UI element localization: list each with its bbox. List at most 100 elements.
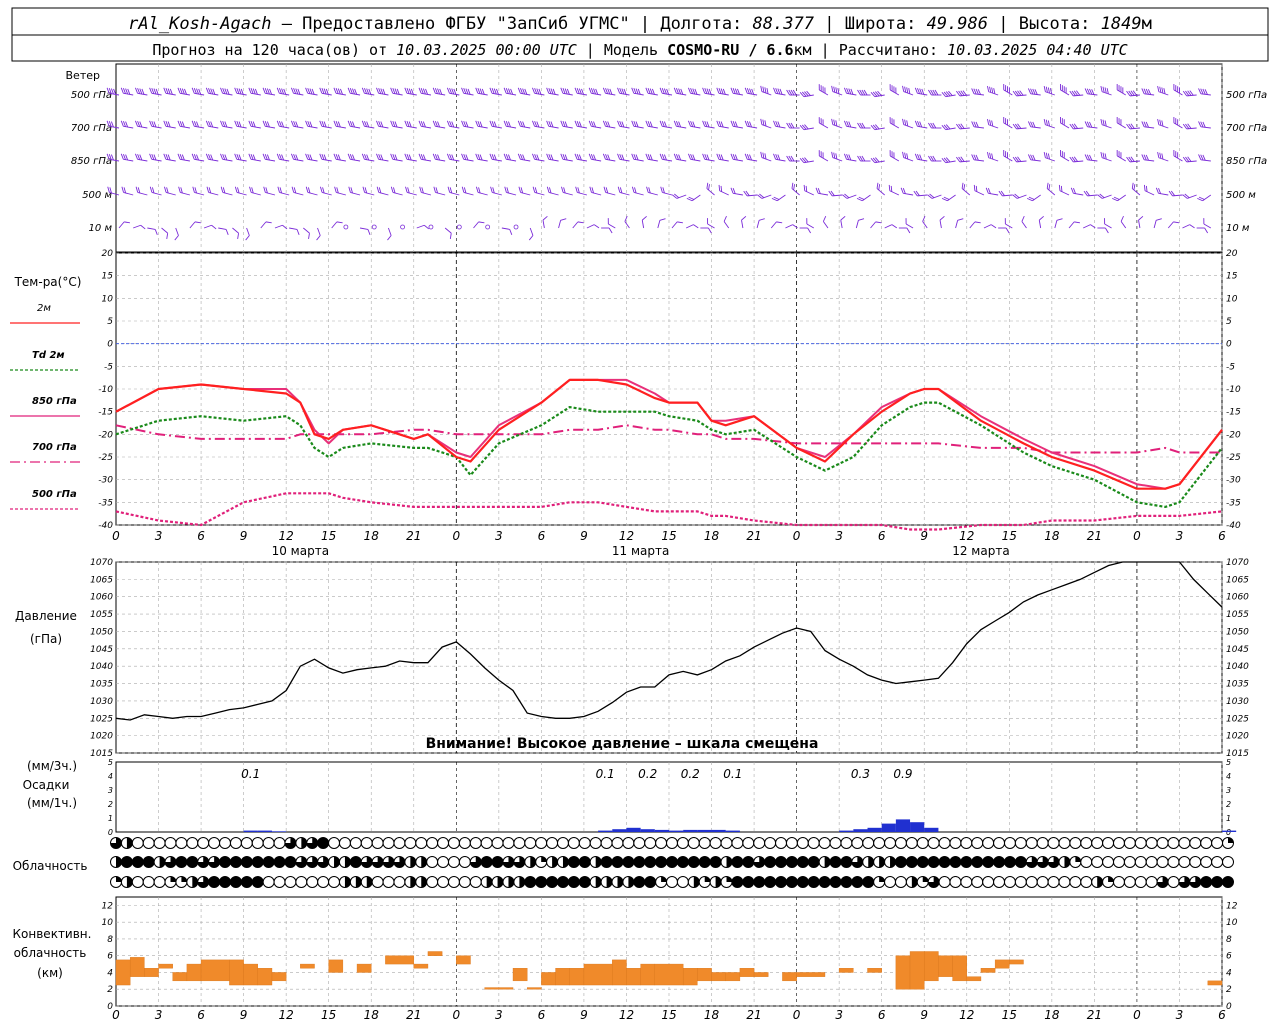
wind-barb-feather [364, 187, 368, 194]
wind-barb-staff [463, 125, 474, 129]
y-tick-label-right: -30 [1226, 476, 1241, 486]
wind-barb [1097, 227, 1109, 234]
wind-barb [362, 186, 375, 196]
legend-label: 500 гПа [32, 489, 77, 500]
cloud-circle [622, 856, 635, 868]
wind-barb-staff [662, 191, 673, 196]
wind-barb-staff [959, 94, 970, 97]
cloud-symbol [731, 876, 744, 888]
wind-barb-feather [718, 154, 722, 160]
wind-barb-feather [348, 186, 351, 193]
wind-barb-feather [1032, 88, 1036, 95]
wind-barb-feather [574, 153, 578, 160]
wind-barb-feather [538, 88, 542, 95]
wind-barb-feather [960, 156, 965, 162]
wind-barb-staff [179, 125, 190, 129]
wind-barb-feather [479, 154, 483, 161]
wind-barb-feather [1065, 87, 1067, 94]
wind-barb-feather [1158, 188, 1162, 194]
cloud-symbol [110, 856, 122, 868]
cloud-circle [796, 837, 809, 849]
cloud-symbol [186, 856, 199, 868]
wind-barb-feather [746, 121, 750, 127]
wind-barb [631, 87, 644, 96]
cloud-fill [513, 856, 525, 868]
cloud-symbol [1102, 837, 1115, 849]
wind-barb-feather [663, 121, 667, 128]
wind-barb-feather [137, 187, 141, 194]
wind-barb-feather [163, 153, 167, 160]
wind-barb-feather [169, 88, 173, 95]
wind-barb-feather [333, 120, 337, 127]
wind-barb [135, 186, 148, 196]
wind-barb [106, 120, 120, 129]
wind-barb-feather [208, 121, 211, 127]
wind-barb [1004, 218, 1013, 229]
wind-barb-feather [508, 121, 511, 128]
wind-barb-feather [1202, 88, 1206, 95]
wind-barb [956, 123, 970, 130]
wind-barb-feather [252, 154, 256, 161]
wind-barb-feather [165, 88, 169, 94]
wind-barb-feather [1026, 197, 1033, 202]
wind-barb-feather [1014, 193, 1020, 199]
wind-barb-feather [634, 187, 637, 194]
wind-barb-feather [1043, 85, 1046, 92]
wind-barb [546, 186, 559, 196]
wind-calm-mark [513, 224, 519, 230]
wind-barb-staff [874, 160, 885, 164]
wind-barb-feather [181, 121, 185, 128]
wind-barb-staff [506, 158, 517, 162]
wind-barb-staff [819, 122, 829, 129]
wind-barb [118, 221, 130, 229]
wind-barb [276, 87, 290, 96]
wind-barb [870, 157, 885, 164]
cloud-symbol [524, 856, 537, 868]
wind-barb-feather [1157, 151, 1160, 158]
cloud-symbol [938, 837, 951, 849]
wind-barb [1003, 150, 1013, 162]
cloud-fill [410, 856, 416, 868]
wind-barb-staff [903, 157, 914, 162]
cloud-circle [1145, 876, 1158, 888]
y-tick-label-right: -35 [1226, 498, 1241, 508]
wind-barb [147, 227, 158, 235]
wind-barb [532, 87, 545, 96]
cloud-circle [469, 837, 482, 849]
y-tick-label-left: 1060 [90, 593, 113, 603]
cloud-fill [317, 856, 329, 868]
cloud-circle [938, 876, 951, 888]
wind-barb-feather [422, 154, 426, 161]
wind-barb [588, 87, 602, 96]
cloud-symbol [633, 837, 646, 849]
wind-barb-feather [1063, 86, 1065, 93]
wind-barb-feather [647, 154, 651, 160]
cloud-circle [633, 837, 646, 849]
wind-barb-feather [694, 88, 698, 95]
wind-barb-feather [1187, 90, 1192, 96]
wind-barb [939, 215, 945, 229]
wind-barb-feather [281, 88, 285, 95]
cloud-fill [595, 876, 602, 888]
cloud-symbol [469, 876, 482, 888]
wind-barb-feather [1014, 156, 1020, 162]
wind-barb-staff [1060, 89, 1070, 96]
cloud-symbol [1211, 876, 1224, 888]
cloud-circle [229, 856, 242, 868]
wind-barb [135, 87, 148, 96]
wind-barb-feather [322, 187, 325, 194]
wind-barb [1026, 194, 1041, 202]
precip-bar [924, 827, 939, 832]
cloud-circle [142, 837, 155, 849]
wind-barb-staff [331, 221, 338, 229]
wind-barb-staff [364, 158, 375, 162]
wind-barb-feather [651, 88, 655, 95]
cloud-circle [687, 856, 700, 868]
cloud-circle [556, 876, 569, 888]
wind-barb-feather [319, 120, 323, 127]
wind-barb [473, 221, 485, 229]
wind-barb-feather [576, 88, 580, 94]
wind-barb-feather [1182, 156, 1188, 163]
wind-barb-feather [307, 187, 311, 194]
wind-barb-feather [859, 89, 864, 96]
